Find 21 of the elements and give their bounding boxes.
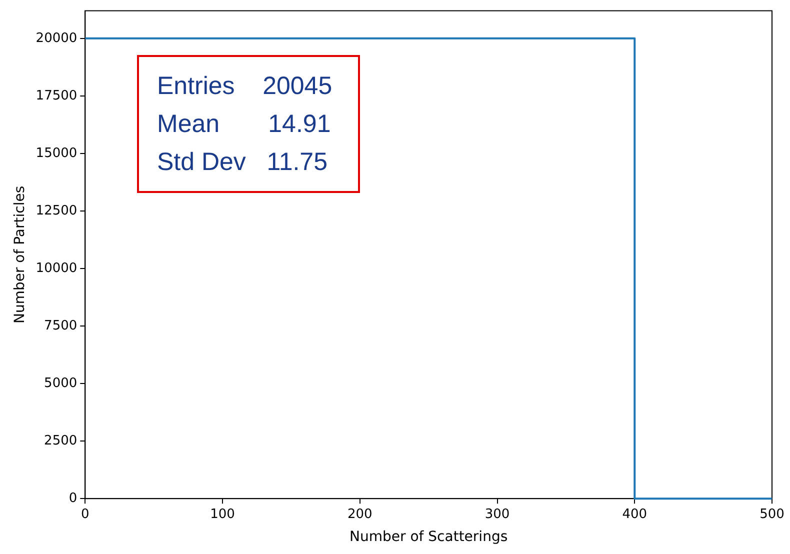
stats-box: Entries 20045 Mean 14.91 Std Dev 11.75 [137, 55, 360, 193]
y-tick-label: 15000 [36, 146, 78, 161]
x-tick-label: 400 [622, 506, 648, 522]
y-tick-label: 7500 [44, 318, 78, 334]
x-tick-label: 300 [484, 506, 510, 522]
x-axis-title: Number of Scatterings [350, 529, 508, 546]
y-tick-label: 5000 [44, 376, 78, 391]
y-tick-label: 2500 [44, 433, 78, 448]
annotation: Entries 20045 [157, 71, 332, 102]
x-tick-label: 500 [760, 506, 784, 522]
y-tick-label: 12500 [36, 203, 78, 218]
y-tick-label: 20000 [36, 30, 78, 46]
y-tick-label: 10000 [36, 260, 78, 276]
x-tick-label: 100 [210, 506, 235, 522]
y-tick-label: 0 [68, 490, 78, 506]
annotation: Mean 14.91 [157, 109, 332, 140]
x-tick-label: 200 [347, 506, 372, 522]
y-axis-title: Number of Particles [12, 186, 28, 324]
y-tick-label: 17500 [36, 88, 78, 104]
x-tick-label: 0 [81, 506, 90, 522]
annotation: Std Dev 11.75 [157, 147, 328, 178]
